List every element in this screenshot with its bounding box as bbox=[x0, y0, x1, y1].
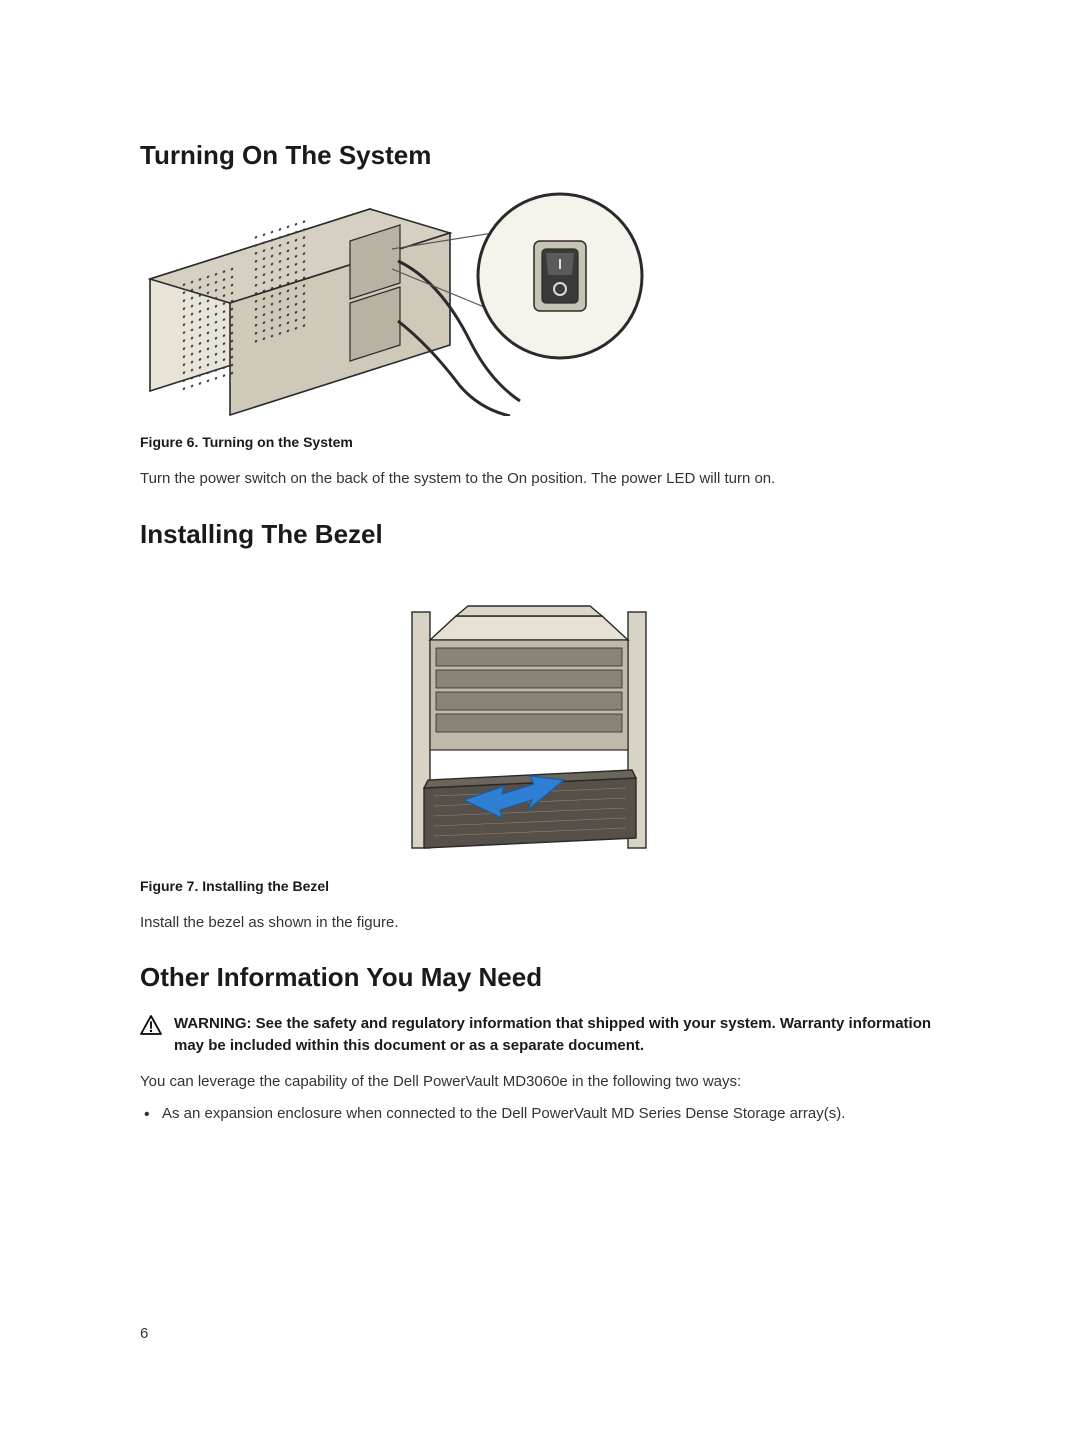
warning-text: WARNING: See the safety and regulatory i… bbox=[174, 1013, 940, 1057]
figure-6-container: Figure 6. Turning on the System bbox=[140, 191, 940, 450]
page-content: Turning On The System bbox=[0, 0, 1080, 1194]
heading-installing-bezel: Installing The Bezel bbox=[140, 519, 940, 550]
heading-turning-on: Turning On The System bbox=[140, 140, 940, 171]
bullet-list: As an expansion enclosure when connected… bbox=[140, 1103, 940, 1126]
figure-6-caption: Figure 6. Turning on the System bbox=[140, 434, 940, 450]
figure-6-image bbox=[140, 191, 656, 416]
section2-body: Install the bezel as shown in the figure… bbox=[140, 912, 940, 935]
list-item: As an expansion enclosure when connected… bbox=[144, 1103, 940, 1126]
section3-body: You can leverage the capability of the D… bbox=[140, 1071, 940, 1094]
figure-7-image bbox=[384, 600, 696, 860]
warning-block: WARNING: See the safety and regulatory i… bbox=[140, 1013, 940, 1057]
figure-7-caption: Figure 7. Installing the Bezel bbox=[140, 878, 940, 894]
warning-icon bbox=[140, 1013, 162, 1040]
figure-7-container: Figure 7. Installing the Bezel bbox=[140, 600, 940, 894]
heading-other-info: Other Information You May Need bbox=[140, 962, 940, 993]
page-number: 6 bbox=[140, 1325, 148, 1342]
section1-body: Turn the power switch on the back of the… bbox=[140, 468, 940, 491]
